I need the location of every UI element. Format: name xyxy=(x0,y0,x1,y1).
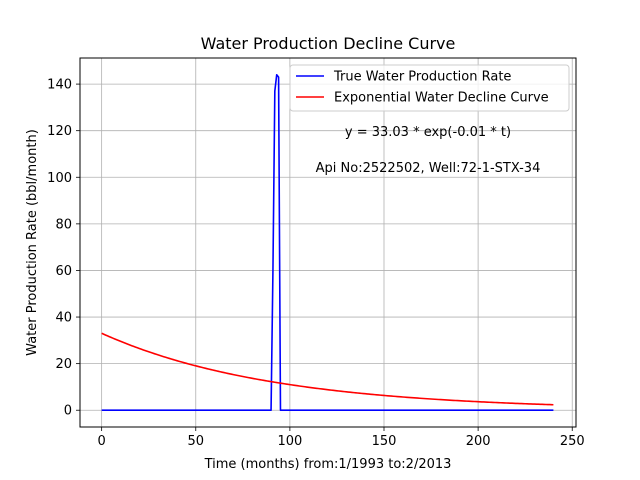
x-tick-label: 150 xyxy=(372,434,397,449)
y-tick-label: 40 xyxy=(55,311,72,326)
y-tick-label: 80 xyxy=(55,217,72,232)
true-production-rate-line xyxy=(101,73,554,412)
x-tick-label: 200 xyxy=(466,434,491,449)
legend: True Water Production Rate Exponential W… xyxy=(289,64,570,112)
legend-label-decline-curve: Exponential Water Decline Curve xyxy=(334,91,549,106)
well-annotation: Api No:2522502, Well:72-1-STX-34 xyxy=(316,161,541,176)
y-tick-label: 0 xyxy=(64,404,72,419)
y-tick-label: 100 xyxy=(47,171,72,186)
chart-title: Water Production Decline Curve xyxy=(201,34,456,53)
y-tick-label: 140 xyxy=(47,78,72,93)
x-tick-label: 100 xyxy=(277,434,302,449)
y-tick-label: 120 xyxy=(47,124,72,139)
x-tick-label: 250 xyxy=(560,434,585,449)
x-tick-label: 0 xyxy=(98,434,106,449)
equation-annotation: y = 33.03 * exp(-0.01 * t) xyxy=(345,125,511,140)
x-axis-label: Time (months) from:1/1993 to:2/2013 xyxy=(204,457,452,472)
x-tick-label: 50 xyxy=(187,434,204,449)
plot-area xyxy=(80,58,576,427)
y-tick-label: 60 xyxy=(55,264,72,279)
legend-box xyxy=(289,64,570,112)
y-tick-label: 20 xyxy=(55,357,72,372)
legend-label-true-rate: True Water Production Rate xyxy=(333,70,511,85)
series-layer xyxy=(101,73,554,412)
exponential-decline-curve-line xyxy=(101,332,554,406)
y-axis-label: Water Production Rate (bbl/month) xyxy=(25,129,40,356)
ticks: 0 50 100 150 200 250 0 20 40 60 80 100 120 140 xyxy=(47,78,584,449)
plot-frame xyxy=(79,57,577,428)
